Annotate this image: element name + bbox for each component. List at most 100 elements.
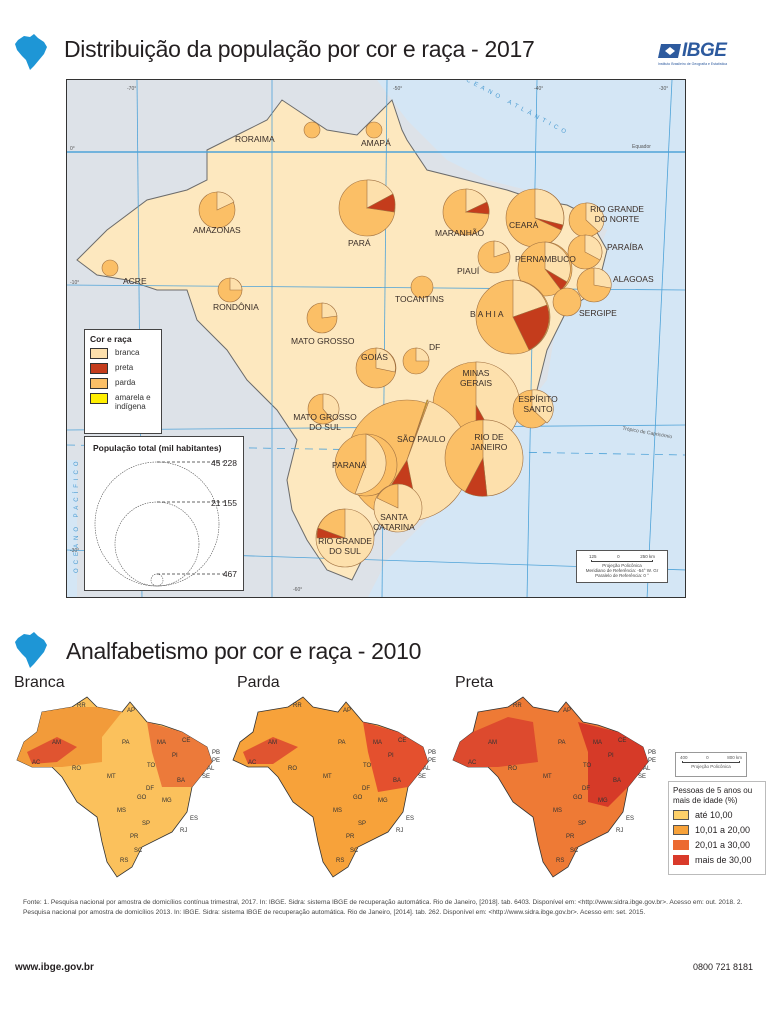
svg-text:MT: MT [323,774,332,780]
svg-text:BA: BA [177,778,185,784]
legend-title: Pessoas de 5 anos ou mais de idade (%) [673,786,753,805]
svg-text:RR: RR [77,703,86,709]
legend-value-max: 45 228 [211,458,237,468]
svg-text:PE: PE [428,758,436,764]
svg-text:AP: AP [563,708,571,714]
svg-text:BA: BA [393,778,401,784]
state-label: CEARÁ [509,220,539,230]
svg-text:SC: SC [570,848,579,854]
svg-text:CE: CE [398,738,406,744]
map-label-branca: Branca [14,674,65,691]
state-label: PIAUÍ [457,266,480,276]
svg-text:MS: MS [333,808,342,814]
svg-text:SC: SC [350,848,359,854]
state-label: DF [429,342,441,352]
ocean-pacific-label: OCEANO PACÍFICO [74,457,80,573]
svg-text:TO: TO [147,763,156,769]
state-label: BAHIA [470,309,506,319]
legend-item-parda: parda [90,378,156,389]
legend-value-mid: 21 155 [211,498,237,508]
lon-label: -50° [393,86,403,92]
svg-text:MA: MA [373,740,382,746]
lat-label: -30° [70,548,80,554]
state-label: SÃO PAULO [397,434,446,444]
svg-text:MA: MA [593,740,602,746]
parallel: Paralelo de Referência: 0 ° [595,573,649,578]
svg-text:AC: AC [32,760,41,766]
state-label: MATO GROSSO DO SUL [293,412,357,432]
svg-text:SE: SE [418,774,426,780]
legend-swatch [673,840,689,850]
ibge-logo-icon [658,44,681,58]
legend-title: População total (mil habitantes) [93,443,222,453]
svg-text:SP: SP [578,821,586,827]
svg-text:AL: AL [207,766,215,772]
svg-text:RR: RR [513,703,522,709]
illiteracy-map-preta: AM PA MA CE PI BA MT TO RO AC RR AP GO MG MS SP PR SC RS PB… [452,696,656,878]
svg-text:AP: AP [343,708,351,714]
lat-label: -10° [70,280,80,286]
svg-text:AM: AM [488,740,497,746]
svg-text:PA: PA [338,740,346,746]
svg-text:PR: PR [346,834,355,840]
map-scale-small: 400 0 800 km Projeção Policônica [675,752,747,777]
legend-swatch [90,393,108,404]
svg-text:BA: BA [613,778,621,784]
page-title: Distribuição da população por cor e raça… [64,36,535,62]
state-label: RORAIMA [235,134,275,144]
legend-item-amarela-indigena: amarela e indígena [90,393,156,411]
svg-text:RR: RR [293,703,302,709]
legend-swatch [673,810,689,820]
svg-text:ES: ES [406,816,414,822]
svg-text:PB: PB [428,750,436,756]
svg-text:AM: AM [268,740,277,746]
lon-label: -70° [127,86,137,92]
legend-item-preta: preta [90,363,156,374]
svg-text:PI: PI [608,753,614,759]
state-label: SANTA CATARINA [373,512,415,532]
map-background [67,80,685,597]
state-label: RONDÔNIA [213,302,259,312]
logo-subtitle: Instituto Brasileiro de Geografia e Esta… [658,62,728,66]
state-label: ESPÍRITO SANTO [518,394,558,414]
website-link[interactable]: www.ibge.gov.br [15,962,94,973]
svg-text:AP: AP [127,708,135,714]
brazil-map-icon [15,632,47,668]
svg-text:SP: SP [142,821,150,827]
legend-swatch [90,378,108,389]
svg-text:TO: TO [583,763,592,769]
svg-text:ES: ES [626,816,634,822]
phone-number: 0800 721 8181 [692,962,753,972]
state-label: SERGIPE [579,308,617,318]
svg-text:DF: DF [582,786,590,792]
svg-text:SE: SE [638,774,646,780]
svg-text:MA: MA [157,740,166,746]
svg-text:DF: DF [146,786,154,792]
state-label: PERNAMBUCO [515,254,576,264]
svg-text:MG: MG [162,798,172,804]
legend-item: 10,01 a 20,00 [673,825,761,835]
state-label: AMAZONAS [193,225,241,235]
logo-text: IBGE [682,40,727,61]
ibge-logo[interactable]: IBGE Instituto Brasileiro de Geografia e… [658,40,750,68]
map-label-parda: Parda [237,674,280,691]
state-label: PARÁ [348,238,371,248]
svg-text:PA: PA [558,740,566,746]
meridian: Meridiano de Referência: -54° W. Gr [585,568,659,573]
svg-text:TO: TO [363,763,372,769]
legend-item: até 10,00 [673,810,761,820]
equator-label: Equador [632,144,651,150]
illiteracy-map-parda: AM PA MA CE PI BA MT TO RO AC RR AP GO MG MS SP PR SC RS PB… [232,696,436,878]
svg-text:RO: RO [508,766,517,772]
map-scale: 125 0 250 km Projeção Policônica Meridia… [576,550,668,583]
state-label: PARANÁ [332,460,367,470]
svg-text:RJ: RJ [616,828,623,834]
projection: Projeção Policônica [602,563,642,568]
lat-label: 0° [70,146,75,152]
section-title: Analfabetismo por cor e raça - 2010 [66,638,422,664]
source-note: Fonte: 1. Pesquisa nacional por amostra … [23,899,743,916]
svg-text:GO: GO [573,795,583,801]
svg-text:MT: MT [543,774,552,780]
svg-text:RS: RS [336,858,344,864]
state-label: PARAÍBA [607,242,644,252]
